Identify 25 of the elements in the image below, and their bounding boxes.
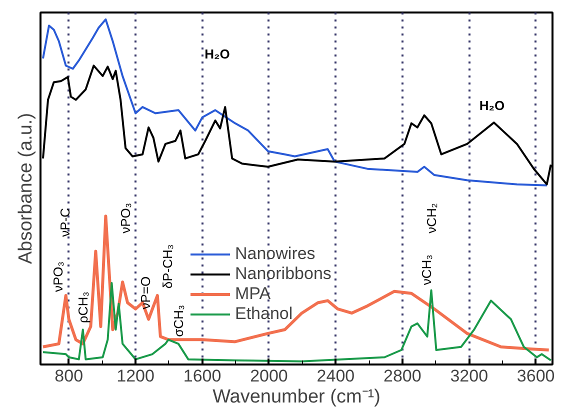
annotation: νCH₃ [418, 254, 434, 286]
legend-label: Nanoribbons [235, 264, 332, 284]
x-tick-label: 1200 [116, 366, 154, 386]
legend-label: MPA [235, 284, 271, 304]
annotation: ρCH₃ [75, 292, 90, 324]
x-tick-label: 800 [54, 366, 84, 386]
x-tick-label: 1600 [183, 366, 222, 386]
x-tick-label: 2000 [250, 366, 288, 386]
annotation: H₂O [479, 98, 505, 114]
x-axis-title: Wavenumber (cm⁻¹) [212, 386, 380, 408]
x-tick-label: 3200 [450, 366, 488, 386]
annotation: νPO₃ [118, 202, 134, 234]
annotation: νCH₂ [424, 203, 439, 234]
x-tick-label: 2400 [316, 366, 355, 386]
annotation: σCH₃ [170, 304, 186, 337]
annotation: νP-C [57, 208, 72, 237]
annotation: νPO₃ [50, 261, 66, 292]
legend-label: Ethanol [235, 304, 293, 324]
annotation: δP-CH₃ [160, 244, 175, 289]
x-tick-label: 2800 [383, 366, 422, 386]
annotation: νP=O [138, 276, 154, 310]
y-axis-title: Absorbance (a.u.) [16, 112, 36, 264]
annotation: H₂O [204, 46, 230, 62]
x-tick-label: 3600 [516, 366, 555, 386]
legend-label: Nanowires [235, 244, 316, 264]
